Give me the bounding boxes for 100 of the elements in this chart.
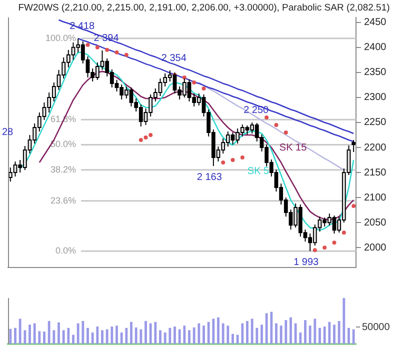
- bar: [18, 318, 22, 344]
- bar: [144, 321, 147, 344]
- bar: [280, 326, 282, 344]
- bar: [106, 329, 108, 344]
- point: [124, 52, 128, 57]
- y2-tick-label: 100.0%: [45, 32, 76, 43]
- annotation: 2 250: [244, 105, 270, 116]
- bar: [130, 322, 132, 344]
- y-tick-label: 2250: [364, 117, 387, 128]
- bar: [9, 328, 12, 344]
- bar: [120, 332, 123, 344]
- point: [138, 138, 143, 142]
- bar: [250, 318, 254, 344]
- bar: [284, 320, 288, 344]
- bar: [72, 334, 74, 344]
- y-tick-label: 2200: [364, 142, 387, 154]
- bar: [188, 330, 190, 344]
- bar: [140, 329, 142, 344]
- y2-tick-label: 23.6%: [50, 195, 76, 206]
- bar: [212, 318, 215, 344]
- y-tick-label: 2400: [364, 42, 387, 54]
- text: 50000: [362, 322, 390, 333]
- bar: [67, 328, 70, 344]
- point: [312, 248, 317, 252]
- bar: [62, 330, 65, 344]
- point: [114, 50, 119, 54]
- bar: [333, 324, 336, 344]
- y2-tick-label: 50.0%: [50, 139, 76, 150]
- point: [202, 86, 206, 90]
- point: [86, 42, 90, 47]
- point: [274, 122, 278, 127]
- bar: [134, 327, 138, 344]
- bar: [338, 321, 340, 344]
- y2-tick-label: 38.2%: [50, 164, 76, 174]
- bar: [270, 312, 273, 344]
- bar: [328, 322, 331, 344]
- bar: [314, 318, 316, 344]
- y-tick-label: 2350: [364, 67, 387, 78]
- bar: [299, 332, 302, 344]
- point: [264, 115, 269, 120]
- bar: [43, 332, 46, 344]
- bar: [154, 322, 157, 344]
- bar: [183, 326, 186, 344]
- bar: [352, 329, 355, 344]
- y-tick-label: 2300: [364, 92, 387, 104]
- bar: [110, 326, 114, 344]
- bar: [168, 328, 172, 344]
- bar: [58, 322, 60, 344]
- bar: [290, 317, 292, 344]
- bar: [96, 326, 99, 344]
- bar: [198, 323, 200, 344]
- bar: [226, 326, 230, 344]
- bar: [275, 323, 278, 344]
- bar: [192, 327, 196, 344]
- bar: [236, 334, 239, 344]
- bar: [159, 330, 162, 344]
- bar: [125, 328, 128, 344]
- bar: [33, 323, 36, 344]
- point: [322, 246, 327, 250]
- bar: [342, 298, 346, 344]
- chart-title: FW20WS (2,210.00, 2,215.00, 2,191.00, 2,206.00, +3.00000), Parabolic SAR (2,082.51): [18, 2, 390, 14]
- bar: [91, 332, 94, 344]
- bar: [217, 317, 220, 344]
- bar: [256, 328, 258, 344]
- annotation: 1 993: [294, 256, 320, 268]
- point: [240, 156, 244, 160]
- bar: [232, 334, 234, 344]
- point: [352, 204, 356, 208]
- point: [342, 230, 346, 235]
- bar: [52, 330, 56, 344]
- y-tick-label: 2050: [364, 217, 387, 228]
- bar: [241, 323, 244, 344]
- bar: [38, 331, 41, 344]
- bar: [202, 326, 205, 344]
- y-tick-label: 2150: [364, 167, 387, 178]
- bar: [260, 324, 263, 344]
- y2-tick-label: 0.0%: [55, 246, 76, 256]
- point: [182, 75, 186, 80]
- bar: [76, 323, 80, 344]
- series-label: SK 5: [247, 166, 270, 177]
- point: [221, 160, 226, 165]
- point: [148, 132, 153, 137]
- point: [284, 130, 288, 134]
- bar: [24, 330, 26, 344]
- point: [230, 158, 235, 162]
- y-tick-label: 2000: [364, 242, 387, 254]
- bar: [164, 332, 166, 344]
- bar: [28, 324, 31, 344]
- y-tick-label: 2450: [364, 17, 387, 28]
- bar: [86, 328, 89, 344]
- point: [95, 45, 100, 50]
- bar: [294, 323, 297, 344]
- point: [105, 48, 110, 52]
- bar: [149, 323, 152, 344]
- bar: [174, 326, 176, 344]
- bar: [323, 326, 326, 344]
- bar: [318, 328, 321, 344]
- bar: [246, 321, 248, 344]
- point: [144, 135, 148, 140]
- bar: [116, 326, 118, 344]
